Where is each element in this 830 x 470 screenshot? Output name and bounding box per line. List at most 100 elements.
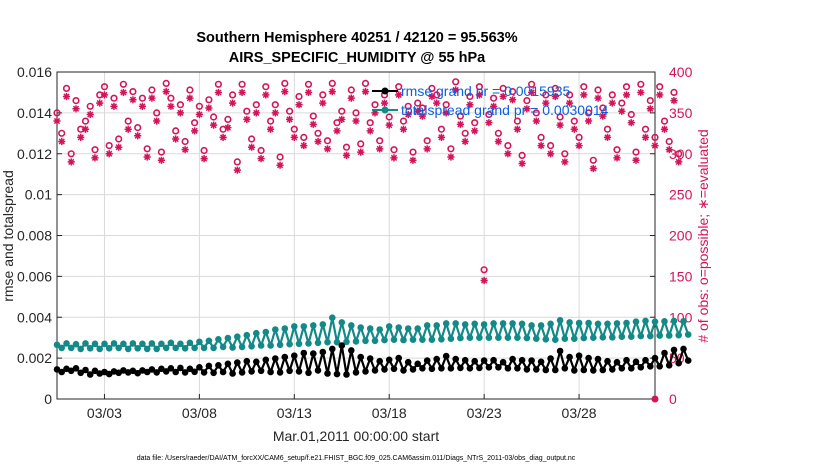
totalspread-point bbox=[115, 344, 122, 352]
rmse-point bbox=[514, 365, 521, 372]
totalspread-point bbox=[53, 341, 61, 349]
rmse-point bbox=[647, 363, 654, 370]
totalspread-point bbox=[447, 335, 455, 343]
obs-evaluated-point bbox=[646, 105, 654, 113]
obs-possible-point bbox=[542, 91, 550, 99]
rmse-point bbox=[675, 359, 682, 367]
obs-possible-point bbox=[119, 80, 127, 88]
rmse-point bbox=[575, 352, 583, 360]
rmse-point bbox=[609, 366, 616, 373]
obs-possible-point bbox=[523, 96, 531, 105]
obs-evaluated-point bbox=[257, 155, 265, 163]
totalspread-point bbox=[96, 345, 103, 353]
rmse-point bbox=[272, 355, 279, 362]
y-axis-left: 0 0.002 0.004 0.006 0.008 0.01 0.012 0.014 0.016 bbox=[17, 64, 62, 407]
totalspread-point bbox=[191, 344, 198, 352]
totalspread-point bbox=[580, 334, 588, 342]
obs-evaluated-point bbox=[575, 141, 583, 150]
totalspread-point bbox=[504, 334, 512, 342]
obs-possible-point bbox=[267, 117, 275, 125]
obs-possible-point bbox=[580, 83, 588, 91]
totalspread-point bbox=[461, 321, 469, 328]
obs-possible-point bbox=[646, 96, 654, 105]
obs-evaluated-point bbox=[191, 127, 199, 135]
obs-evaluated-point bbox=[285, 115, 294, 124]
rmse-point bbox=[196, 364, 203, 371]
obs-possible-point bbox=[608, 91, 616, 99]
obs-possible-point bbox=[295, 92, 303, 101]
totalspread-point bbox=[495, 334, 502, 342]
obs-evaluated-point bbox=[532, 117, 540, 125]
obs-evaluated-point bbox=[561, 158, 569, 166]
obs-evaluated-point bbox=[342, 151, 351, 159]
totalspread-point bbox=[234, 333, 241, 341]
legend: rmse grand pr = 0.0015935 totalspread gr… bbox=[372, 83, 609, 118]
obs-possible-point bbox=[214, 80, 222, 88]
totalspread-point bbox=[556, 317, 564, 324]
obs-evaluated-point bbox=[357, 148, 365, 156]
obs-evaluated-point bbox=[656, 91, 664, 99]
obs-possible-point bbox=[314, 129, 322, 137]
rmse-point bbox=[333, 370, 341, 378]
rmse-point bbox=[181, 369, 189, 376]
totalspread-point bbox=[257, 342, 265, 349]
rmse-point bbox=[604, 357, 611, 365]
obs-evaluated-point bbox=[618, 107, 626, 115]
rmse-point bbox=[205, 362, 213, 370]
totalspread-point bbox=[395, 324, 403, 331]
rmse-point bbox=[438, 365, 445, 372]
totalspread-point bbox=[442, 320, 450, 327]
totalspread-point bbox=[177, 340, 184, 348]
obs-possible-point bbox=[404, 102, 412, 110]
totalspread-point bbox=[134, 345, 141, 352]
rmse-point bbox=[343, 371, 350, 378]
obs-possible-point bbox=[262, 83, 270, 91]
totalspread-point bbox=[143, 345, 151, 353]
rmse-point bbox=[684, 357, 692, 364]
obs-possible-point bbox=[632, 148, 640, 156]
totalspread-point bbox=[485, 334, 493, 342]
totalspread-point bbox=[514, 334, 521, 342]
rmse-point bbox=[618, 365, 626, 372]
totalspread-point bbox=[186, 339, 194, 347]
y-axis-left-label: rmse and totalspread bbox=[0, 170, 16, 302]
totalspread-point bbox=[651, 318, 659, 326]
totalspread-point bbox=[466, 334, 474, 342]
rmse-point bbox=[665, 362, 673, 369]
obs-possible-point bbox=[584, 109, 593, 117]
rmse-point bbox=[262, 356, 270, 364]
obs-possible-point bbox=[248, 135, 256, 143]
totalspread-point bbox=[509, 320, 516, 327]
totalspread-point bbox=[338, 319, 346, 326]
rmse-point bbox=[148, 366, 156, 373]
series-obs-evaluated bbox=[53, 86, 683, 285]
totalspread-point bbox=[518, 320, 526, 328]
x-axis: 03/03 03/08 03/13 03/18 03/23 03/28 bbox=[87, 394, 597, 421]
obs-possible-point bbox=[371, 101, 379, 109]
obs-possible-point bbox=[660, 117, 669, 125]
rmse-point bbox=[561, 365, 569, 372]
obs-evaluated-point bbox=[418, 112, 427, 120]
totalspread-point bbox=[680, 318, 687, 325]
rmse-point bbox=[670, 346, 678, 354]
obs-evaluated-point bbox=[627, 119, 635, 127]
totalspread-point bbox=[656, 332, 663, 339]
chart-title-line-1: Southern Hemisphere 40251 / 42120 = 95.5… bbox=[196, 30, 517, 46]
obs-possible-point bbox=[418, 104, 427, 112]
totalspread-point bbox=[642, 317, 649, 325]
series-totalspread bbox=[53, 314, 692, 353]
totalspread-point bbox=[110, 340, 118, 347]
totalspread-point bbox=[224, 334, 232, 342]
obs-possible-point bbox=[205, 96, 213, 104]
obs-possible-point bbox=[100, 83, 109, 91]
totalspread-point bbox=[219, 343, 227, 351]
totalspread-point bbox=[376, 326, 384, 333]
totalspread-point bbox=[533, 335, 540, 343]
totalspread-point bbox=[381, 336, 388, 344]
obs-possible-point bbox=[546, 142, 555, 150]
totalspread-point bbox=[542, 336, 550, 343]
rmse-point bbox=[461, 356, 469, 364]
rmse-point bbox=[219, 368, 227, 376]
totalspread-point bbox=[262, 328, 270, 336]
obs-possible-point bbox=[475, 83, 484, 91]
